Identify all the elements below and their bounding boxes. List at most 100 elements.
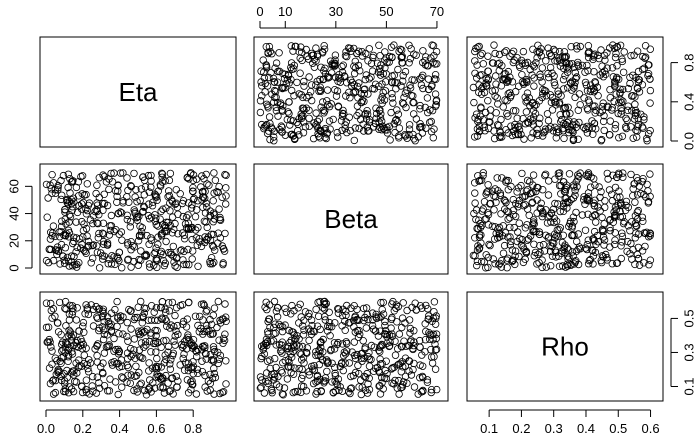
data-point	[473, 132, 482, 140]
data-point	[63, 253, 72, 262]
data-point	[373, 314, 381, 323]
data-point	[603, 49, 611, 57]
data-point	[49, 377, 57, 385]
data-point	[202, 355, 210, 363]
data-point	[555, 100, 563, 108]
data-point	[630, 180, 638, 188]
data-point	[257, 78, 265, 86]
data-point	[563, 84, 572, 92]
data-point	[65, 210, 74, 219]
data-point	[268, 370, 276, 379]
data-point	[300, 82, 308, 90]
data-point	[341, 359, 349, 367]
data-point	[475, 231, 484, 239]
data-point	[132, 362, 140, 370]
data-point	[189, 171, 198, 179]
data-point	[94, 340, 102, 348]
data-point	[357, 390, 365, 399]
tick-label: 0.5	[682, 309, 697, 327]
data-point	[282, 308, 291, 316]
data-point	[49, 256, 58, 265]
data-point	[544, 116, 553, 125]
data-point	[372, 310, 380, 319]
data-point	[326, 332, 334, 340]
data-point	[313, 371, 322, 380]
data-point	[284, 70, 293, 79]
data-point	[310, 328, 318, 336]
data-point	[153, 354, 161, 363]
data-point	[578, 211, 587, 219]
data-point	[368, 321, 377, 330]
data-point	[157, 343, 165, 351]
data-point	[270, 133, 278, 141]
data-point	[83, 206, 92, 215]
data-point	[134, 261, 142, 269]
data-point	[327, 345, 335, 354]
data-point	[584, 172, 592, 181]
data-point	[123, 211, 131, 219]
data-point	[353, 350, 361, 359]
data-point	[409, 366, 417, 374]
scatter-panel-rho-vs-beta	[253, 291, 449, 402]
data-point	[499, 249, 508, 257]
data-point	[265, 315, 273, 323]
data-point	[325, 318, 334, 327]
data-point	[574, 61, 582, 69]
data-point	[168, 374, 177, 382]
data-point	[300, 77, 308, 86]
data-point	[93, 352, 101, 360]
data-point	[159, 337, 168, 345]
data-point	[60, 387, 68, 396]
data-point	[627, 52, 635, 60]
data-point	[391, 128, 399, 137]
data-point	[472, 206, 481, 214]
data-point	[209, 197, 217, 205]
data-point	[501, 197, 509, 205]
data-point	[340, 72, 349, 80]
data-point	[195, 234, 203, 243]
data-point	[137, 327, 146, 335]
data-point	[431, 346, 440, 354]
data-point	[187, 378, 195, 386]
data-point	[280, 384, 289, 392]
data-point	[100, 330, 109, 339]
data-point	[430, 125, 438, 133]
data-point	[270, 86, 279, 95]
data-point	[638, 80, 647, 89]
data-point	[326, 125, 334, 133]
data-point	[392, 115, 400, 124]
data-point	[123, 318, 131, 327]
data-point	[405, 367, 413, 375]
tick-label: 0.2	[512, 421, 530, 436]
data-point	[633, 133, 641, 141]
data-point	[552, 101, 560, 109]
data-point	[642, 53, 650, 61]
data-point	[70, 367, 78, 375]
data-point	[171, 262, 179, 270]
data-point	[515, 252, 523, 261]
data-point	[158, 314, 166, 322]
data-point	[84, 368, 93, 376]
data-point	[474, 242, 482, 250]
data-point	[569, 194, 578, 202]
data-point	[275, 383, 284, 391]
data-point	[644, 187, 652, 195]
data-point	[139, 173, 147, 181]
data-point	[323, 367, 331, 376]
data-point	[570, 231, 578, 239]
data-point	[273, 313, 282, 321]
variable-label: Beta	[324, 204, 378, 234]
data-point	[48, 170, 56, 179]
data-point	[297, 91, 305, 99]
data-point	[265, 42, 274, 51]
data-point	[521, 59, 529, 67]
data-point	[581, 125, 590, 133]
data-point	[140, 176, 149, 184]
data-point	[154, 363, 162, 371]
data-point	[569, 213, 578, 221]
data-point	[611, 203, 620, 211]
data-point	[520, 135, 528, 143]
data-point	[611, 240, 619, 249]
data-point	[119, 330, 127, 338]
data-point	[208, 241, 217, 250]
